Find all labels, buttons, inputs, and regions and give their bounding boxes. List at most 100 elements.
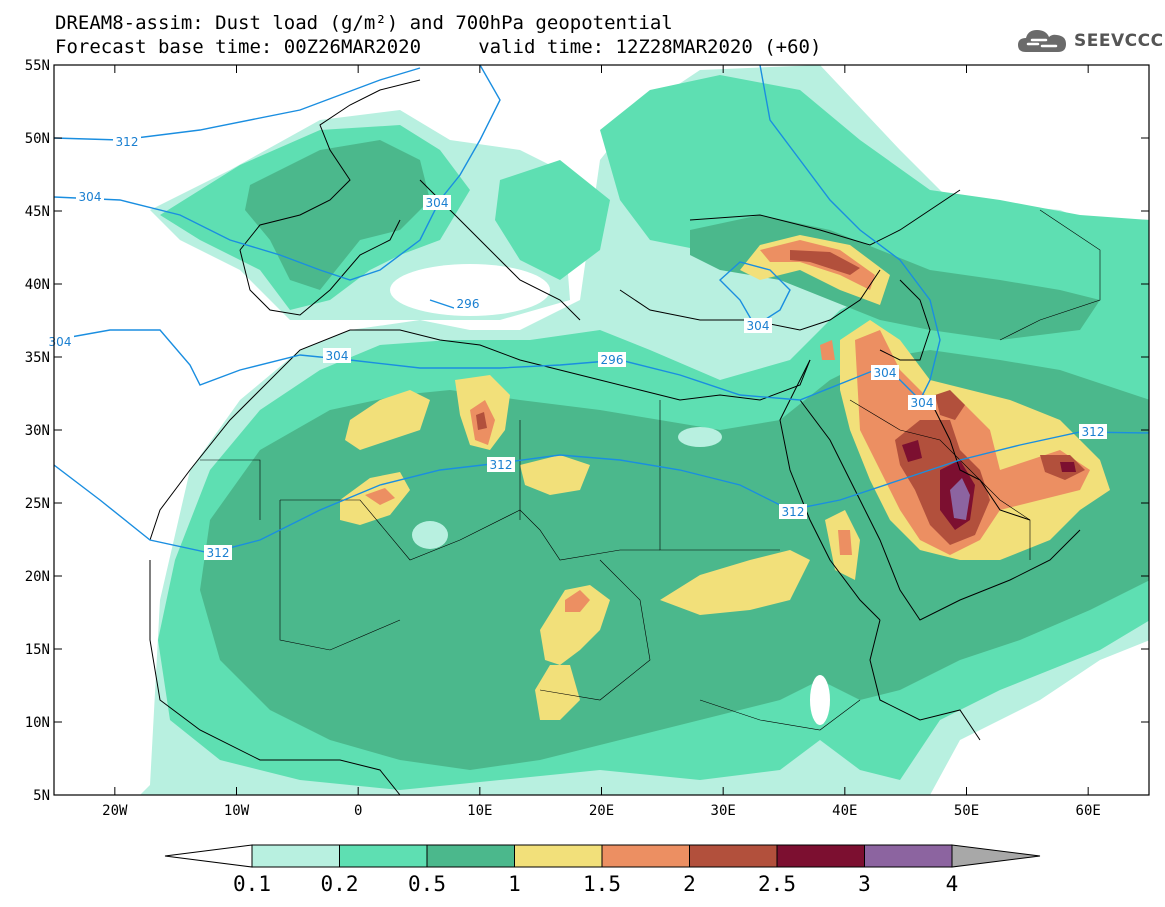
dust-level-2.5-iran: [1060, 462, 1076, 472]
contour-label: 304: [326, 349, 349, 363]
dust-level-2-kuwait: [935, 390, 965, 420]
contour-label: 312: [490, 458, 513, 472]
coast-arabia: [799, 399, 1081, 621]
contour-label: 304: [747, 319, 770, 333]
logo-text: SEEVCCC: [1074, 31, 1164, 51]
dust-level-2.5-iraq: [902, 440, 922, 462]
colorbar-label: 3: [858, 872, 871, 896]
map-subtitle: Forecast base time: 00Z26MAR2020 valid t…: [55, 36, 822, 58]
contour-label: 304: [426, 196, 449, 210]
border-saudi: [849, 399, 1031, 560]
lat-tick-label: 10N: [25, 715, 50, 731]
dust-level-1-sudan: [660, 550, 810, 615]
colorbar-swatch: [864, 844, 953, 868]
border-mauritania: [200, 459, 261, 520]
contour-label: 312: [1082, 425, 1105, 439]
dust-level-1.5-arabia: [855, 330, 1090, 555]
border-east-africa: [699, 699, 861, 731]
lat-tick-label: 20N: [25, 569, 50, 585]
coast-france: [239, 79, 421, 251]
colorbar-label: 0.1: [233, 872, 271, 896]
dust-level-1.5-chad: [565, 590, 590, 612]
lat-tick-label: 50N: [25, 131, 50, 147]
lon-tick-label: 0: [354, 803, 362, 819]
lat-tick-label: 40N: [25, 277, 50, 293]
dust-level-1.5-red-sea: [838, 530, 852, 555]
coast-iberia: [239, 219, 401, 316]
low-dust-sahara: [412, 521, 448, 549]
colorbar-label: 4: [946, 872, 959, 896]
coast-north-africa: [149, 329, 811, 541]
colorbar-under-triangle: [164, 844, 253, 868]
dust-level-1.5-turkey: [760, 240, 875, 290]
lon-tick-label: 20W: [102, 803, 128, 819]
dust-level-1.5-sahara: [365, 488, 395, 505]
colorbar-swatch: [776, 844, 865, 868]
contour-label: 312: [207, 546, 230, 560]
colorbar-label: 0.5: [408, 872, 446, 896]
coastlines: [149, 79, 1081, 795]
contour-label: 312: [116, 135, 139, 149]
colorbar-over-triangle: [951, 844, 1041, 868]
colorbar-swatch: [251, 844, 340, 868]
lon-tick-label: 10E: [467, 803, 492, 819]
seevccc-logo: SEEVCCC: [1016, 26, 1164, 56]
contour-296-greece: [718, 261, 791, 327]
coast-west-africa: [149, 560, 401, 795]
lat-tick-label: 45N: [25, 204, 50, 220]
map-title: DREAM8-assim: Dust load (g/m²) and 700hP…: [55, 12, 673, 34]
lon-tick-label: 30E: [711, 803, 736, 819]
colorbar-swatch: [339, 844, 428, 868]
lat-tick-label: 55N: [25, 58, 50, 74]
dust-level-0.5-france: [245, 140, 430, 290]
low-dust-egypt: [678, 427, 722, 447]
border-egypt-sudan: [659, 400, 780, 551]
dust-level-1-algeria: [345, 390, 430, 450]
contour-label: 304: [911, 396, 934, 410]
border-mali: [279, 500, 401, 651]
contour-304-central: [54, 329, 921, 401]
lat-tick-label: 25N: [25, 496, 50, 512]
dust-level-1-sahara-a: [520, 455, 590, 495]
contour-label: 304: [79, 190, 102, 204]
dust-level-1-nigeria: [535, 665, 580, 720]
colorbar-swatch: [426, 844, 515, 868]
contour-304-east: [759, 65, 941, 401]
colorbar-swatch: [601, 844, 690, 868]
border-chad: [539, 559, 651, 701]
coast-caspian: [879, 279, 931, 361]
contour-312-north: [54, 67, 421, 141]
colorbar: 0.1 0.2 0.5 1 1.5 2 2.5 3 4: [164, 844, 1041, 896]
lon-tick-label: 60E: [1076, 803, 1101, 819]
colorbar-label: 0.2: [321, 872, 359, 896]
coast-horn: [869, 619, 981, 741]
contour-label: 296: [457, 297, 480, 311]
lon-tick-label: 10W: [224, 803, 250, 819]
coast-red-sea-west: [779, 359, 881, 621]
contour-label: 304: [49, 335, 72, 349]
colorbar-label: 1.5: [583, 872, 621, 896]
colorbar-swatch: [689, 844, 778, 868]
lat-tick-label: 5N: [33, 788, 50, 804]
clear-area-tyrrhenian: [390, 264, 550, 316]
colorbar-label: 2.5: [758, 872, 796, 896]
longitude-axis: 20W 10W 0 10E 20E 30E 40E 50E 60E: [102, 65, 1101, 819]
coast-gulf: [929, 399, 1031, 521]
contour-labels: 312 304 304 304 296 296 304 304 304 304 312 312 312 3…: [46, 134, 1107, 560]
lon-tick-label: 50E: [954, 803, 979, 819]
coast-black-sea: [689, 189, 961, 246]
border-central-asia: [999, 209, 1101, 341]
contour-304-north: [54, 65, 501, 281]
lat-tick-label: 30N: [25, 423, 50, 439]
lon-tick-label: 40E: [832, 803, 857, 819]
clear-area-horn: [810, 675, 830, 725]
dust-level-2-libya: [476, 412, 487, 430]
contour-label: 296: [601, 353, 624, 367]
colorbar-label: 2: [683, 872, 696, 896]
colorbar-swatch: [514, 844, 603, 868]
lat-tick-label: 35N: [25, 350, 50, 366]
lon-tick-label: 20E: [589, 803, 614, 819]
dust-level-0.2-balkans: [495, 160, 610, 280]
contour-label: 304: [874, 366, 897, 380]
